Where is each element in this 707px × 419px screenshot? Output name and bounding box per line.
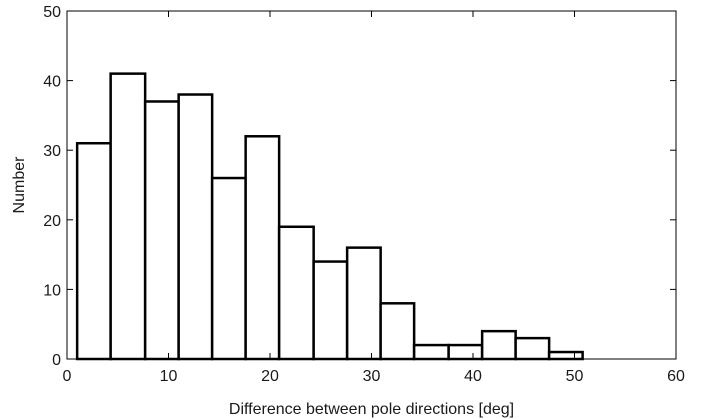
x-tick-label: 0 xyxy=(63,368,72,385)
histogram-bar-11 xyxy=(412,343,450,361)
axis-ticks xyxy=(66,10,677,360)
y-tick-label: 20 xyxy=(43,213,61,230)
y-tick-label: 30 xyxy=(43,143,61,160)
histogram-bar-4 xyxy=(177,93,214,361)
histogram-bar-1 xyxy=(75,141,112,361)
histogram-bar-10 xyxy=(379,302,416,361)
histogram-bar-5 xyxy=(210,176,247,361)
x-tick-label: 30 xyxy=(363,368,381,385)
x-tick-label: 10 xyxy=(160,368,178,385)
y-tick-label: 10 xyxy=(43,282,61,299)
x-axis-label: Difference between pole directions [deg] xyxy=(229,401,514,418)
histogram-bars xyxy=(75,72,584,361)
histogram-bar-15 xyxy=(547,350,584,361)
y-axis-label: Number xyxy=(11,156,28,214)
x-tick-label: 20 xyxy=(261,368,279,385)
histogram-bar-7 xyxy=(277,225,315,361)
histogram-bar-12 xyxy=(447,343,484,361)
histogram-bar-14 xyxy=(514,336,551,361)
histogram-bar-2 xyxy=(109,72,147,361)
x-tick-label: 40 xyxy=(464,368,482,385)
y-tick-label: 50 xyxy=(43,4,61,21)
histogram-bar-3 xyxy=(143,100,180,361)
axis-tick-labels: 0 10 20 30 40 50 60 0 10 20 30 40 50 xyxy=(43,4,685,385)
x-tick-label: 50 xyxy=(566,368,584,385)
y-tick-label: 40 xyxy=(43,74,61,91)
histogram-bar-6 xyxy=(244,135,281,361)
y-tick-label: 0 xyxy=(52,352,61,369)
histogram-bar-13 xyxy=(480,329,517,361)
histogram-bar-8 xyxy=(312,260,349,361)
histogram-bar-9 xyxy=(345,246,382,361)
x-tick-label: 60 xyxy=(667,368,685,385)
